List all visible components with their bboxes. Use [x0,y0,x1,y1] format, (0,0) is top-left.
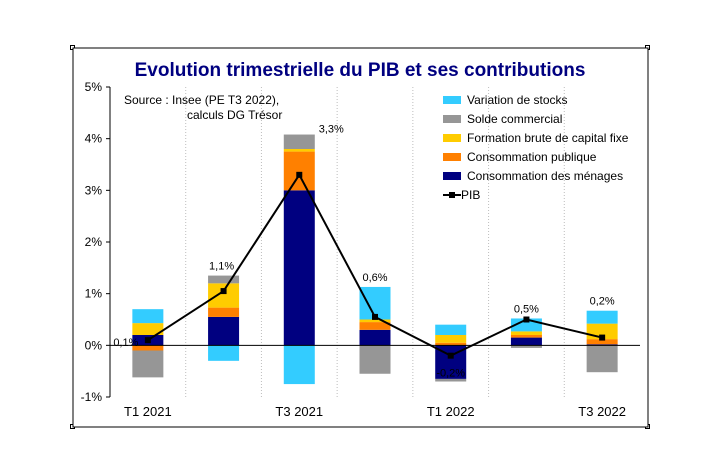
bar-segment[interactable] [435,335,467,343]
pib-data-label: 0,6% [362,272,387,284]
x-tick-label: T3 2022 [578,404,626,419]
pib-data-label: 1,1% [209,261,234,273]
legend-label: Solde commercial [467,112,562,126]
bar-segment[interactable] [435,342,467,346]
bar-segment[interactable] [208,307,240,317]
pib-marker [372,313,378,320]
legend-swatch [443,96,461,104]
x-tick-label: T1 2022 [427,404,475,419]
bar-segment[interactable] [586,345,618,373]
y-tick-label: 0% [85,338,103,352]
y-tick-label: 2% [85,235,103,249]
bar-segment[interactable] [359,319,391,323]
bar-segment[interactable] [283,149,315,152]
y-tick-label: 3% [85,183,103,197]
legend-swatch [443,172,461,180]
bar-segment[interactable] [586,339,618,345]
pib-data-label: 0,5% [514,303,539,315]
bar-segment[interactable] [208,283,240,308]
bar-segment[interactable] [359,322,391,330]
pib-data-label: 3,3% [319,124,344,136]
pib-data-label: 0,1% [113,337,138,349]
bar-segment[interactable] [510,331,542,335]
x-tick-label: T3 2021 [275,404,323,419]
pib-marker [220,288,227,295]
y-tick-label: 5% [85,80,103,94]
pib-marker [144,337,151,344]
bar-segment[interactable] [132,323,164,335]
bar-segment[interactable] [586,310,618,324]
source-line-2: calculs DG Trésor [187,108,282,122]
bar-segment[interactable] [283,190,315,346]
source-line-1: Source : Insee (PE T3 2022), [124,93,279,107]
bar-segment[interactable] [283,345,315,385]
bar-segment[interactable] [132,345,164,351]
y-tick-label: 1% [85,287,103,301]
bar-segment[interactable] [283,134,315,149]
bar-segment[interactable] [283,151,315,191]
bar-segment[interactable] [359,329,391,346]
legend-marker-pib [449,192,455,198]
bar-segment[interactable] [510,345,542,348]
bar-segment[interactable] [132,309,164,324]
y-tick-label: 4% [85,132,103,146]
pib-marker [447,352,454,359]
bar-segment[interactable] [510,337,542,346]
chart-title: Evolution trimestrielle du PIB et ses co… [135,60,586,81]
pib-marker [296,171,303,178]
bar-segment[interactable] [208,316,240,346]
legend-swatch [443,115,461,123]
legend-label: Formation brute de capital fixe [467,131,629,145]
legend-swatch [443,153,461,161]
bar-segment[interactable] [208,345,240,361]
bar-segment[interactable] [510,335,542,338]
bar-segment[interactable] [359,345,391,374]
y-tick-label: -1% [81,390,103,404]
bar-segment[interactable] [208,275,240,284]
bar-segment[interactable] [132,350,164,378]
pib-marker [599,334,606,341]
legend-swatch [443,134,461,142]
pib-data-label: 0,2% [590,296,615,308]
legend-label: Consommation des ménages [467,169,623,183]
pib-marker [523,316,530,323]
legend: Variation de stocks Solde commercial Forma… [443,93,629,202]
bar-segment[interactable] [586,344,618,346]
legend-label: PIB [461,188,480,202]
legend-label: Consommation publique [467,150,597,164]
pib-data-label: -0,2% [436,368,465,380]
x-tick-label: T1 2021 [124,404,172,419]
legend-label: Variation de stocks [467,93,568,107]
bar-segment[interactable] [435,324,467,335]
bar-segment[interactable] [435,378,467,382]
